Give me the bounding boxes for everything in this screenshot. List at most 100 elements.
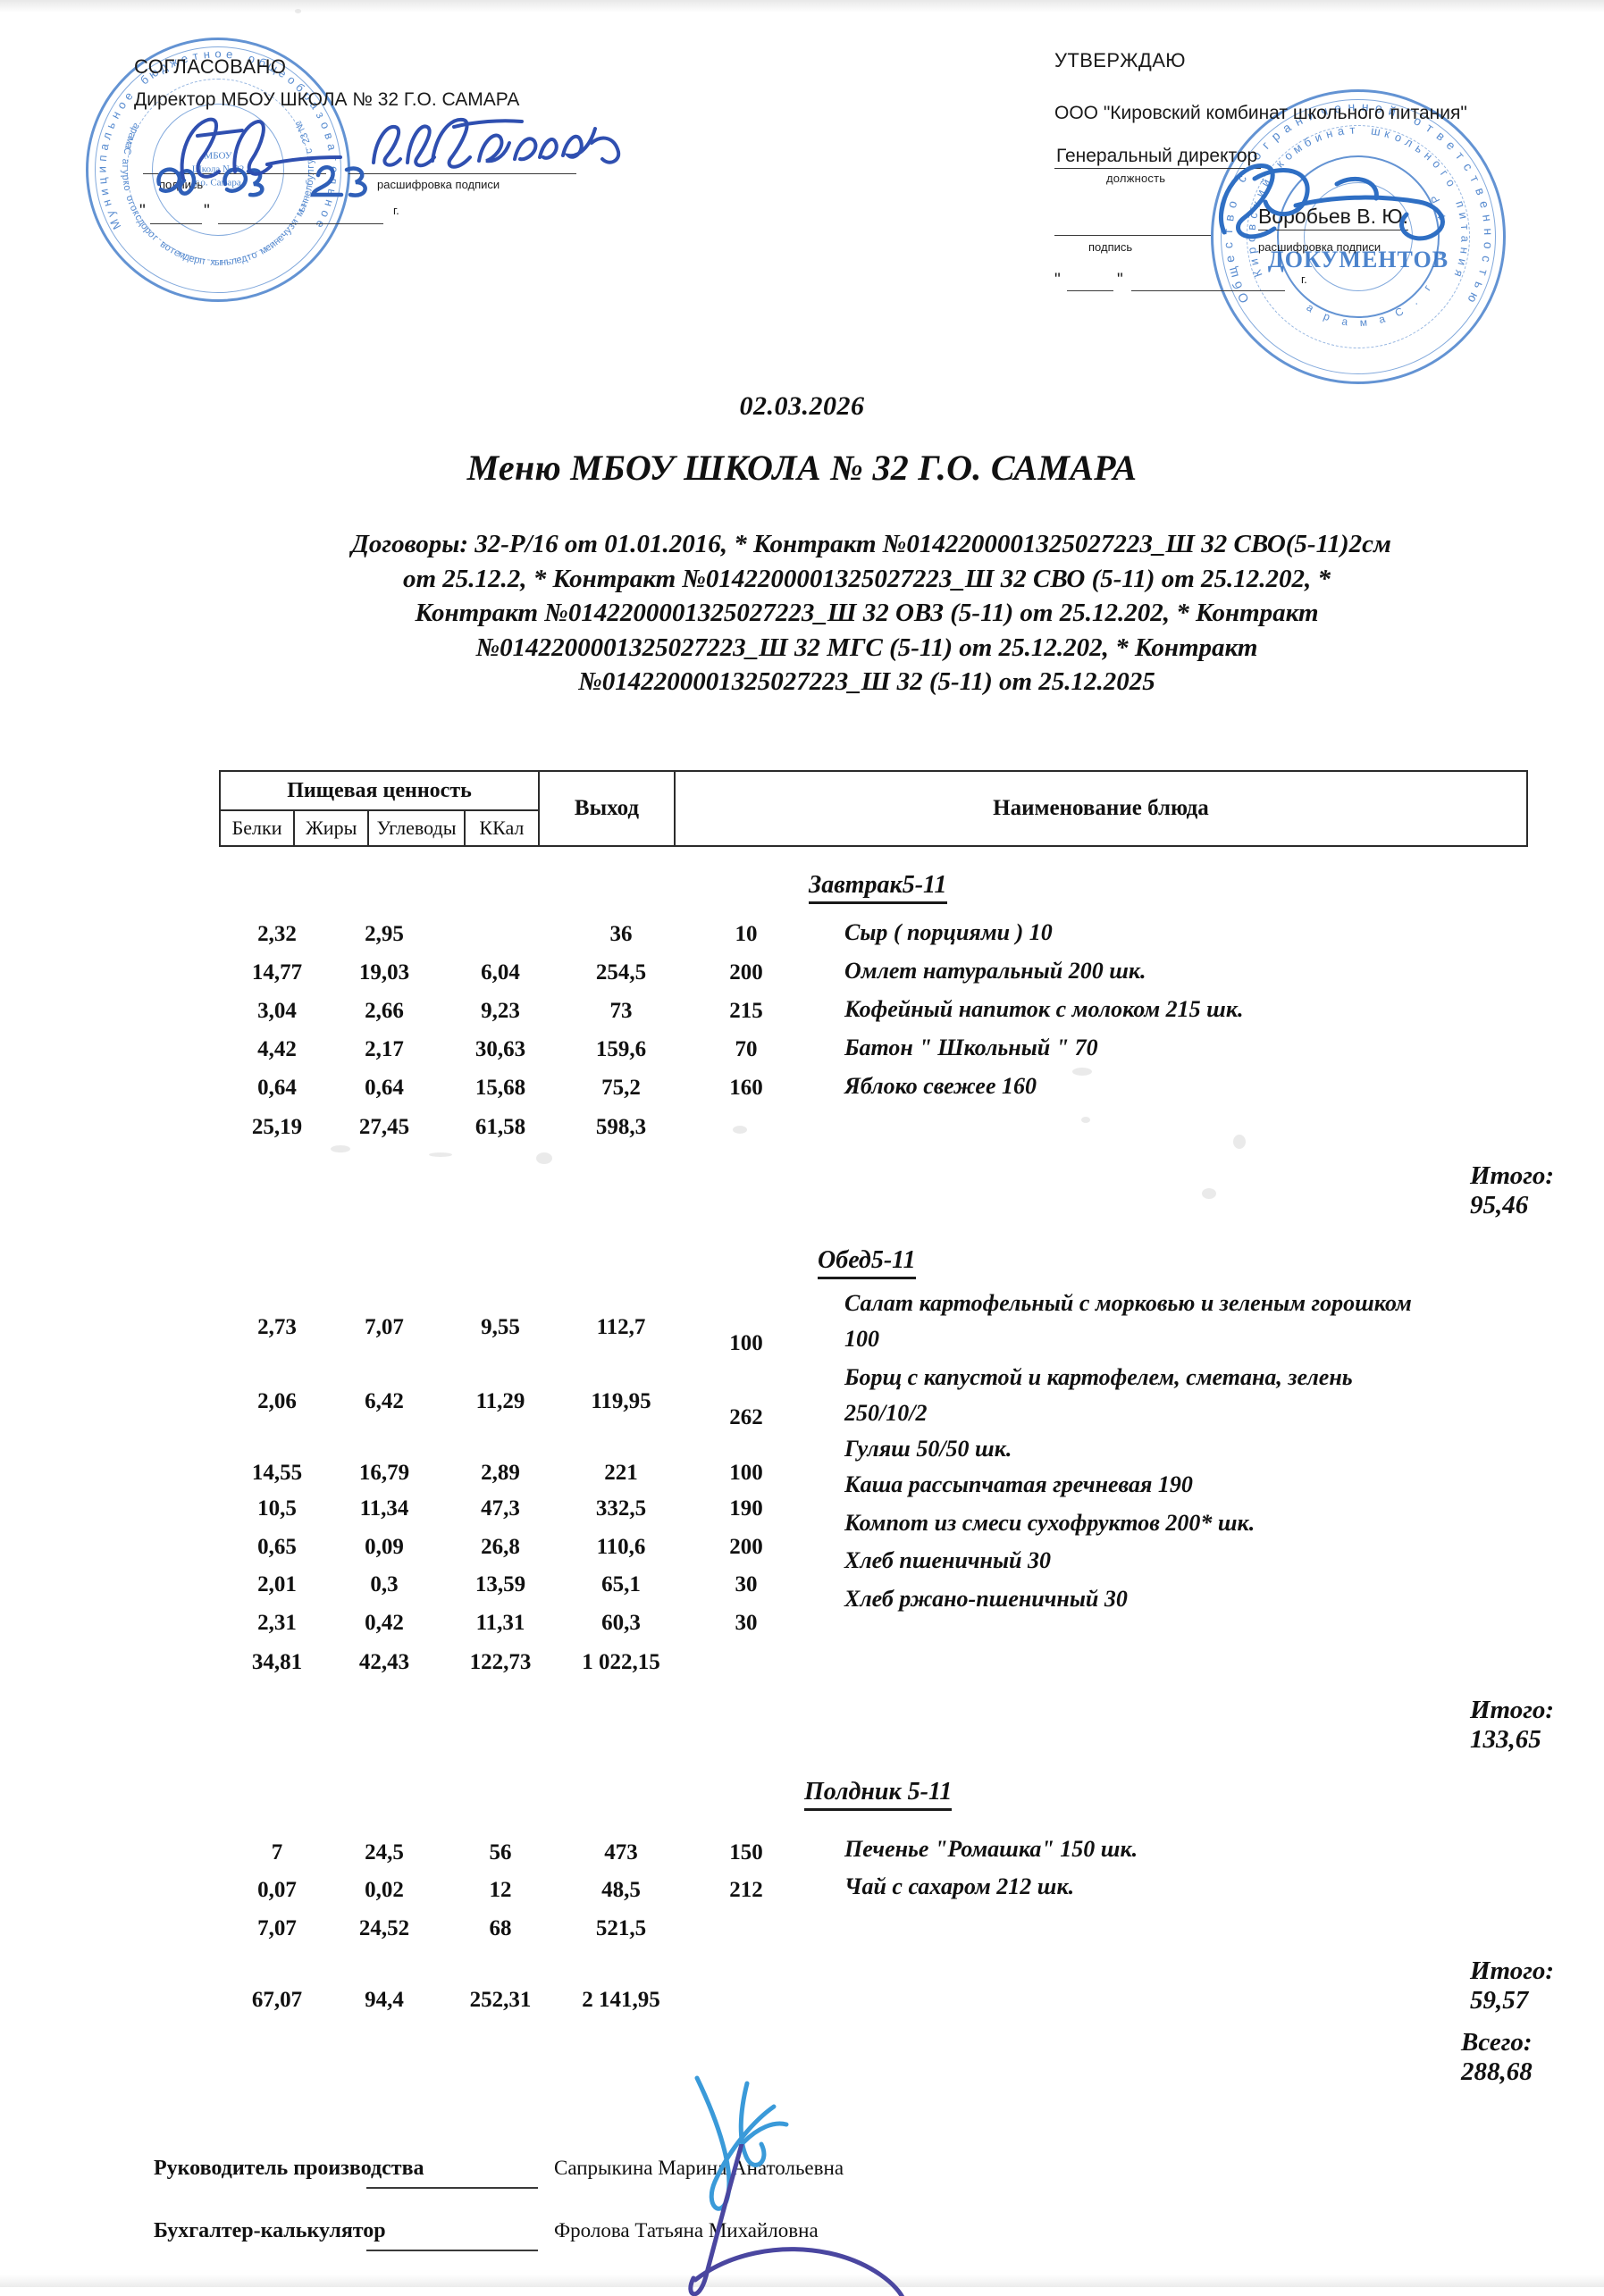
- footer-signature-rule: [366, 2250, 538, 2251]
- footer-signatures: Руководитель производства Сапрыкина Марин…: [154, 2144, 1315, 2269]
- nutrition-group-cell: Пищевая ценность Белки Жиры Углеводы ККа…: [221, 772, 540, 845]
- cell-protein: 2,32: [257, 922, 297, 946]
- cell-carb: 2,89: [481, 1461, 520, 1485]
- dish-portion: 100: [844, 1326, 879, 1352]
- col-header-kcal: ККал: [479, 817, 525, 839]
- lunch-total: Итого: 133,65: [1470, 1696, 1555, 1754]
- dish-name: Печенье "Ромашка" 150 шк.: [844, 1836, 1138, 1862]
- cell-protein: 0,64: [257, 1076, 297, 1100]
- grand-total: Всего: 288,68: [1461, 2028, 1533, 2086]
- cell-protein: 2,31: [257, 1611, 297, 1635]
- cell-kcal: 119,95: [591, 1389, 651, 1413]
- left-name-caption: расшифровка подписи: [377, 178, 500, 191]
- cell-kcal: 75,2: [601, 1076, 641, 1100]
- cell-carb: 61,58: [474, 1115, 526, 1139]
- cell-fat: 16,79: [358, 1461, 410, 1485]
- cell-fat: 0,64: [365, 1076, 404, 1100]
- cell-protein: 14,77: [251, 960, 303, 985]
- contract-line: №0142200001325027223_Ш 32 МГС (5-11) от …: [475, 633, 1258, 662]
- dish-name: Яблоко свежее 160: [844, 1073, 1037, 1099]
- right-date-quote-close: ": [1117, 271, 1123, 289]
- dish-name: Салат картофельный с морковью и зеленым …: [844, 1290, 1412, 1316]
- cell-kcal: 73: [609, 999, 633, 1023]
- cell-kcal: 254,5: [595, 960, 647, 985]
- cell-output: 150: [729, 1840, 763, 1864]
- scan-speck: [331, 1145, 350, 1152]
- cell-fat: 7,07: [365, 1315, 404, 1339]
- dish-name: Хлеб ржано-пшеничный 30: [844, 1586, 1128, 1612]
- cell-carb: 56: [489, 1840, 512, 1864]
- dish-name: Каша рассыпчатая гречневая 190: [844, 1471, 1193, 1497]
- cell-kcal: 112,7: [596, 1315, 646, 1339]
- date-suffix: г.: [393, 204, 399, 217]
- dish-name: Кофейный напиток с молоком 215 шк.: [844, 996, 1244, 1022]
- dish-name: Сыр ( порциями ) 10: [844, 919, 1053, 945]
- cell-output: 190: [729, 1496, 763, 1521]
- cell-carb: 30,63: [474, 1037, 526, 1061]
- nutrition-group-label: Пищевая ценность: [221, 772, 538, 811]
- cell-output: 200: [729, 1535, 763, 1559]
- cell-output: 212: [729, 1878, 763, 1902]
- col-header-fat: Жиры: [295, 811, 370, 845]
- company-org-line: ООО "Кировский комбинат школьного питани…: [1054, 103, 1467, 123]
- cell-protein: 25,19: [251, 1115, 303, 1139]
- cell-output: 100: [729, 1331, 763, 1355]
- cell-carb: 9,23: [481, 999, 520, 1023]
- cell-carb: 6,04: [481, 960, 520, 985]
- cell-protein: 2,73: [257, 1315, 297, 1339]
- cell-carb: 252,31: [469, 1988, 532, 2012]
- cell-carb: 11,29: [475, 1389, 525, 1413]
- col-header-output: Выход: [540, 772, 676, 845]
- cell-kcal: 159,6: [595, 1037, 647, 1061]
- cell-fat: 0,02: [365, 1878, 404, 1902]
- cell-kcal: 221: [604, 1461, 638, 1485]
- cell-kcal: 598,3: [595, 1115, 647, 1139]
- dish-name: Компот из смеси сухофруктов 200* шк.: [844, 1510, 1255, 1536]
- cell-carb: 13,59: [474, 1572, 526, 1596]
- breakfast-total: Итого: 95,46: [1470, 1161, 1555, 1219]
- footer-name: Фролова Татьяна Михайловна: [554, 2219, 819, 2242]
- cell-carb: 9,55: [481, 1315, 520, 1339]
- cell-kcal: 60,3: [601, 1611, 641, 1635]
- cell-carb: 12: [489, 1878, 512, 1902]
- cell-output: 100: [729, 1461, 763, 1485]
- right-date-row: " " г.: [1054, 264, 1591, 299]
- footer-role: Бухгалтер-калькулятор: [154, 2219, 386, 2242]
- cell-carb: 26,8: [481, 1535, 520, 1559]
- cell-carb: 122,73: [469, 1650, 532, 1674]
- right-signature-rule: [1054, 235, 1211, 236]
- contract-list: Договоры: 32-Р/16 от 01.01.2016, * Контр…: [134, 527, 1600, 700]
- dish-name: Омлет натуральный 200 шк.: [844, 958, 1146, 984]
- cell-fat: 24,5: [365, 1840, 404, 1864]
- cell-kcal: 36: [609, 922, 633, 946]
- cell-output: 30: [735, 1572, 758, 1596]
- cell-fat: 6,42: [365, 1389, 404, 1413]
- cell-fat: 0,42: [365, 1611, 404, 1635]
- cell-protein: 2,01: [257, 1572, 297, 1596]
- dish-name: Хлеб пшеничный 30: [844, 1547, 1051, 1573]
- utverzhdayu-heading: УТВЕРЖДАЮ: [1054, 49, 1186, 71]
- date-quote-open: ": [139, 202, 146, 221]
- cell-fat: 94,4: [365, 1988, 404, 2012]
- contract-line: Контракт №0142200001325027223_Ш 32 ОВЗ (…: [415, 599, 1319, 628]
- cell-output: 70: [735, 1037, 758, 1061]
- cell-protein: 7: [271, 1840, 283, 1864]
- cell-kcal: 110,6: [596, 1535, 646, 1559]
- company-position: Генеральный директор: [1054, 146, 1262, 169]
- cell-kcal: 1 022,15: [582, 1650, 660, 1674]
- cell-fat: 2,17: [365, 1037, 404, 1061]
- left-date-row: " " г.: [134, 193, 634, 229]
- cell-fat: 0,09: [365, 1535, 404, 1559]
- scan-edge-top: [0, 0, 1604, 13]
- right-signature-caption: подпись: [1088, 240, 1133, 254]
- cell-kcal: 65,1: [601, 1572, 641, 1596]
- cell-kcal: 473: [604, 1840, 638, 1864]
- cell-kcal: 332,5: [595, 1496, 647, 1521]
- date-quote-close: ": [204, 202, 210, 221]
- cell-output: 30: [735, 1611, 758, 1635]
- scan-speck: [429, 1152, 452, 1157]
- date-day-rule: [150, 223, 202, 224]
- dish-name: Батон " Школьный " 70: [844, 1035, 1098, 1060]
- cell-protein: 34,81: [251, 1650, 303, 1674]
